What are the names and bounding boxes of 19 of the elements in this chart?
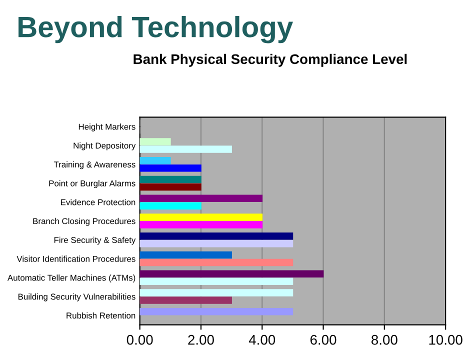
x-tick-label: 0.00: [126, 334, 153, 345]
x-tick-label: 10.00: [429, 334, 462, 345]
x-tick-label: 2.00: [188, 334, 214, 345]
x-tick-label: 6.00: [310, 334, 336, 345]
y-tick-label: Evidence Protection: [61, 199, 136, 206]
chart-subtitle: Bank Physical Security Compliance Level: [134, 54, 407, 67]
y-tick-label: Rubbish Retention: [66, 312, 136, 319]
y-tick-label: Point or Burglar Alarms: [49, 180, 136, 188]
x-tick-label: 8.00: [372, 334, 398, 345]
y-tick-label: Building Security Vulnerabilities: [18, 293, 136, 302]
y-tick-label: Training & Awareness: [54, 161, 136, 170]
y-tick-label: Night Depository: [74, 142, 136, 150]
y-tick-label: Height Markers: [78, 124, 136, 132]
y-tick-label: Visitor Identification Procedures: [16, 256, 136, 262]
chart-title: Beyond Technology: [18, 16, 294, 44]
y-tick-label: Branch Closing Procedures: [33, 218, 136, 226]
y-tick-label: Automatic Teller Machines (ATMs): [7, 274, 136, 282]
x-tick-label: 4.00: [248, 334, 276, 345]
y-tick-label: Fire Security & Safety: [54, 236, 136, 245]
